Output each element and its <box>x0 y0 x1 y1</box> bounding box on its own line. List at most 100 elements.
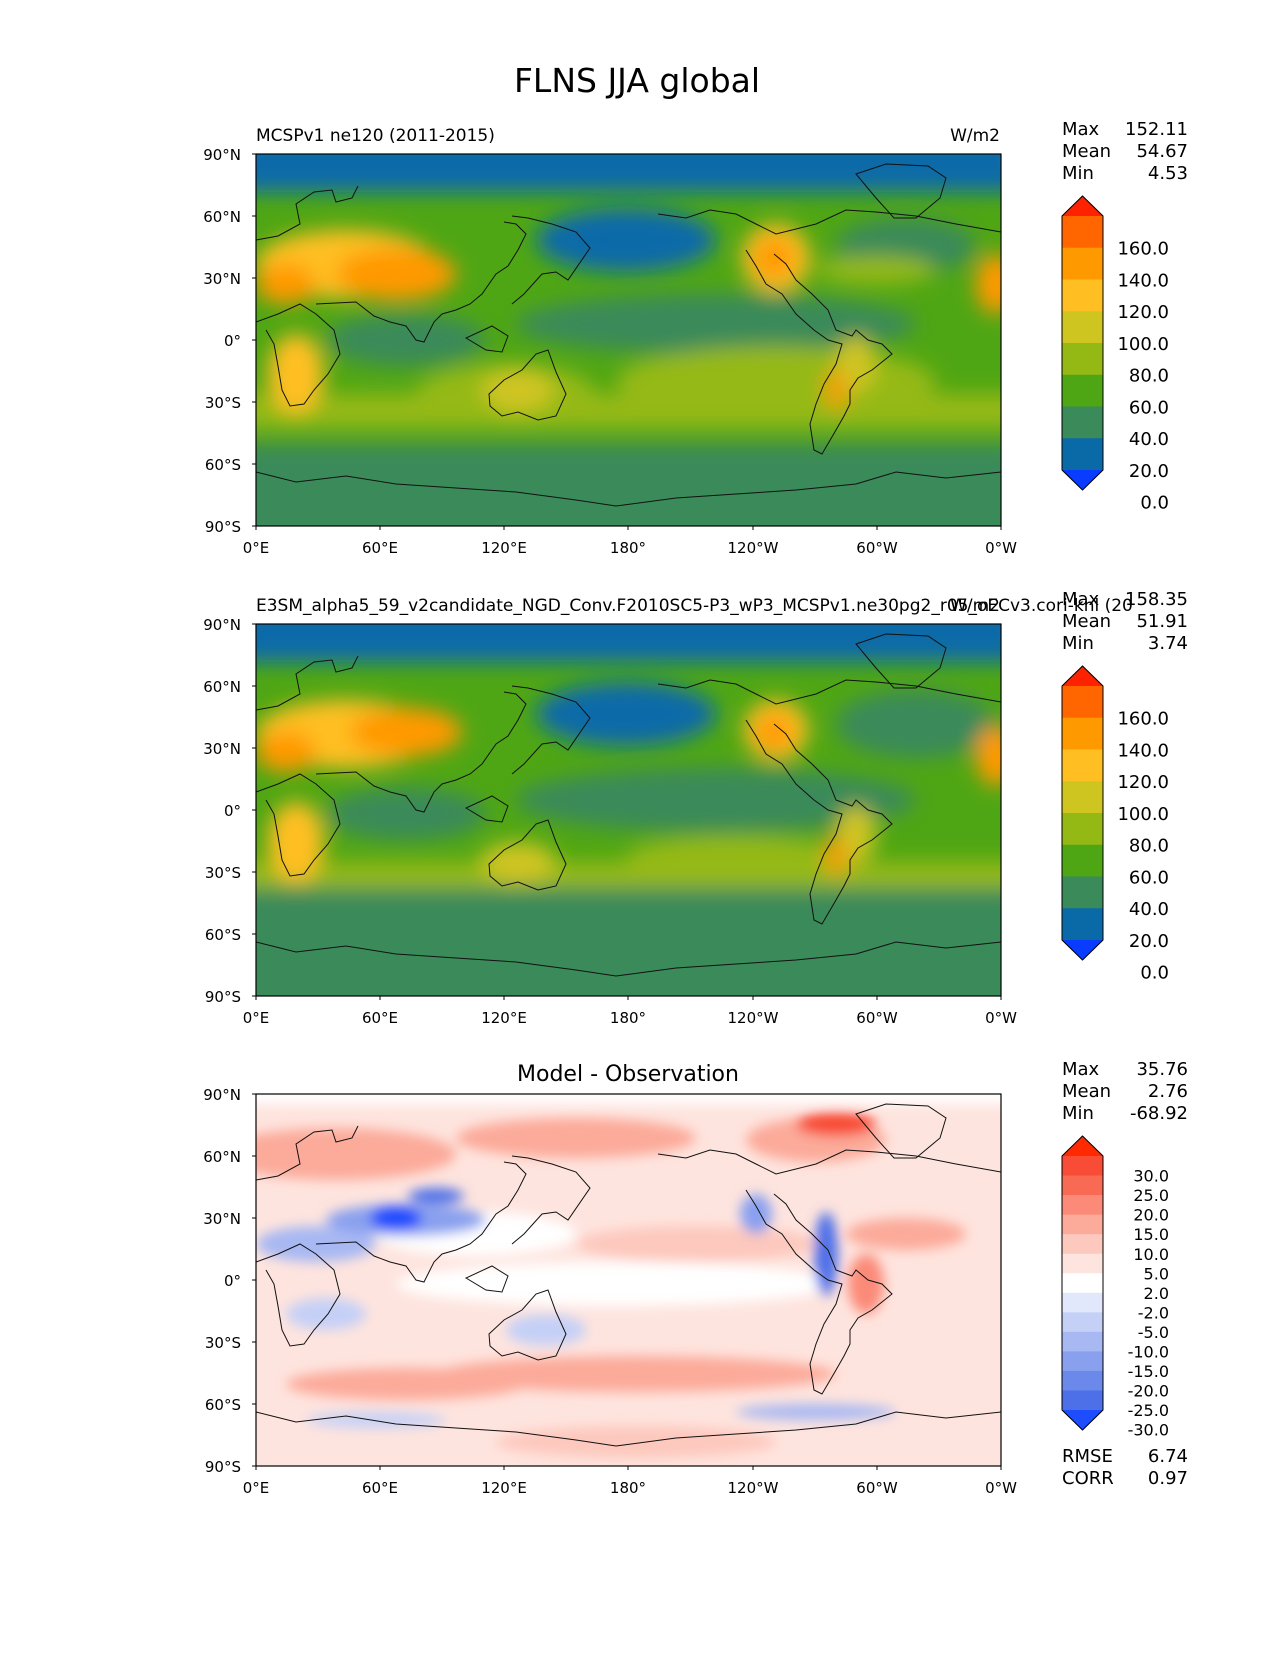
lat-tick-label: 30°S <box>205 864 241 882</box>
lon-tick-label: 120°W <box>728 1479 779 1497</box>
lat-tick-label: 30°N <box>203 740 241 758</box>
lat-tick-label: 90°N <box>203 1086 241 1104</box>
colorbar-swatch <box>1062 1175 1103 1196</box>
colorbar-tick-label: 40.0 <box>1129 899 1169 920</box>
lat-tick-label: 90°S <box>205 518 241 536</box>
lat-tick-label: 60°S <box>205 456 241 474</box>
lat-axis: 90°N 60°N 30°N 0° 30°S 60°S 90°S <box>203 616 256 1006</box>
colorbar-tick-label: 0.0 <box>1140 493 1169 514</box>
lon-tick-label: 120°E <box>481 539 527 557</box>
colorbar-tick-label: -25.0 <box>1128 1401 1169 1420</box>
lon-tick-label: 60°W <box>856 1009 898 1027</box>
stat-label: Mean <box>1062 141 1111 162</box>
lat-axis: 90°N 60°N 30°N 0° 30°S 60°S 90°S <box>203 1086 256 1476</box>
stat-label: Max <box>1062 1059 1100 1080</box>
colorbar: 160.0 140.0 120.0 100.0 80.0 60.0 40.0 20.0 0.0 <box>1061 665 1169 984</box>
stat-value: -68.92 <box>1130 1103 1188 1124</box>
lat-tick-label: 60°N <box>203 208 241 226</box>
colorbar-tick-label: 80.0 <box>1129 366 1169 387</box>
colorbar-swatch <box>1062 1312 1103 1333</box>
stat-label: CORR <box>1062 1468 1114 1489</box>
lat-tick-label: 0° <box>224 332 241 350</box>
colorbar-swatch <box>1062 1253 1103 1274</box>
lon-tick-label: 0°W <box>985 1009 1017 1027</box>
stat-value: 2.76 <box>1148 1081 1188 1102</box>
colorbar-extend-min <box>1062 1410 1103 1430</box>
panel-difference: Model - Observation <box>203 1059 1188 1497</box>
colorbar-extend-min <box>1062 940 1103 960</box>
colorbar-tick-label: 160.0 <box>1117 239 1169 260</box>
colorbar-swatch <box>1062 1292 1103 1313</box>
colorbar-swatch <box>1062 279 1103 312</box>
colorbar-swatch <box>1062 876 1103 909</box>
colorbar-swatch <box>1062 781 1103 814</box>
colorbar-tick-label: 30.0 <box>1133 1167 1169 1186</box>
colorbar-swatch <box>1062 438 1103 471</box>
lat-tick-label: 30°S <box>205 1334 241 1352</box>
panel-left-label: E3SM_alpha5_59_v2candidate_NGD_Conv.F201… <box>256 596 1133 616</box>
colorbar-swatch <box>1062 1195 1103 1216</box>
map-field <box>256 624 1001 996</box>
colorbar-swatch <box>1062 749 1103 782</box>
panel-observation: E3SM_alpha5_59_v2candidate_NGD_Conv.F201… <box>203 589 1188 1027</box>
lat-tick-label: 0° <box>224 802 241 820</box>
lat-tick-label: 0° <box>224 1272 241 1290</box>
lat-tick-label: 60°S <box>205 1396 241 1414</box>
stat-label: Max <box>1062 589 1100 610</box>
stat-value: 35.76 <box>1136 1059 1188 1080</box>
colorbar-swatch <box>1062 216 1103 249</box>
lon-tick-label: 60°E <box>362 1479 398 1497</box>
colorbar-swatch <box>1062 908 1103 941</box>
colorbar-swatch <box>1062 1351 1103 1372</box>
colorbar-tick-label: 20.0 <box>1129 931 1169 952</box>
colorbar-swatch <box>1062 311 1103 344</box>
colorbar-swatch <box>1062 844 1103 877</box>
colorbar-tick-label: -5.0 <box>1138 1323 1169 1342</box>
stat-value: 3.74 <box>1148 633 1188 654</box>
lat-tick-label: 60°N <box>203 678 241 696</box>
colorbar-tick-label: 160.0 <box>1117 709 1169 730</box>
lat-tick-label: 30°N <box>203 270 241 288</box>
colorbar-outline <box>1061 195 1104 491</box>
stat-label: Min <box>1062 633 1094 654</box>
colorbar-tick-label: 100.0 <box>1117 334 1169 355</box>
lat-tick-label: 90°N <box>203 616 241 634</box>
stat-value: 152.11 <box>1125 119 1188 140</box>
colorbar-swatch <box>1062 1331 1103 1352</box>
lon-tick-label: 60°W <box>856 1479 898 1497</box>
colorbar-tick-label: 140.0 <box>1117 740 1169 761</box>
stats-block: Max 35.76 Mean 2.76 Min -68.92 <box>1062 1059 1188 1124</box>
lat-tick-label: 90°S <box>205 988 241 1006</box>
colorbar-swatch <box>1062 813 1103 846</box>
lat-tick-label: 90°N <box>203 146 241 164</box>
colorbar-swatch <box>1062 1370 1103 1391</box>
lon-tick-label: 120°E <box>481 1009 527 1027</box>
colorbar-extend-max <box>1062 1136 1103 1156</box>
stat-label: RMSE <box>1062 1446 1113 1467</box>
lon-tick-label: 120°W <box>728 1009 779 1027</box>
colorbar-extend-min <box>1062 470 1103 490</box>
colorbar-swatch <box>1062 717 1103 750</box>
stat-label: Mean <box>1062 1081 1111 1102</box>
colorbar-swatch <box>1062 406 1103 439</box>
colorbar-swatch <box>1062 1234 1103 1255</box>
colorbar-swatch <box>1062 686 1103 719</box>
colorbar-tick-label: -15.0 <box>1128 1362 1169 1381</box>
stats-block: Max 158.35 Mean 51.91 Min 3.74 <box>1062 589 1188 654</box>
panel-left-label: MCSPv1 ne120 (2011-2015) <box>256 126 495 146</box>
lon-tick-label: 120°W <box>728 539 779 557</box>
colorbar-outline <box>1061 665 1104 961</box>
figure-title: FLNS JJA global <box>514 61 760 100</box>
stats-block: Max 152.11 Mean 54.67 Min 4.53 <box>1062 119 1188 184</box>
lon-tick-label: 0°W <box>985 1479 1017 1497</box>
colorbar-extend-max <box>1062 196 1103 216</box>
lat-tick-label: 60°S <box>205 926 241 944</box>
error-stats-block: RMSE 6.74 CORR 0.97 <box>1062 1446 1188 1489</box>
colorbar-tick-label: 10.0 <box>1133 1245 1169 1264</box>
lat-tick-label: 90°S <box>205 1458 241 1476</box>
panel-model: MCSPv1 ne120 (2011-2015) W/m2 <box>203 119 1188 557</box>
lon-tick-label: 180° <box>610 1479 646 1497</box>
colorbar-swatch <box>1062 1156 1103 1177</box>
stat-value: 0.97 <box>1148 1468 1188 1489</box>
panel-units: W/m2 <box>950 596 1000 616</box>
